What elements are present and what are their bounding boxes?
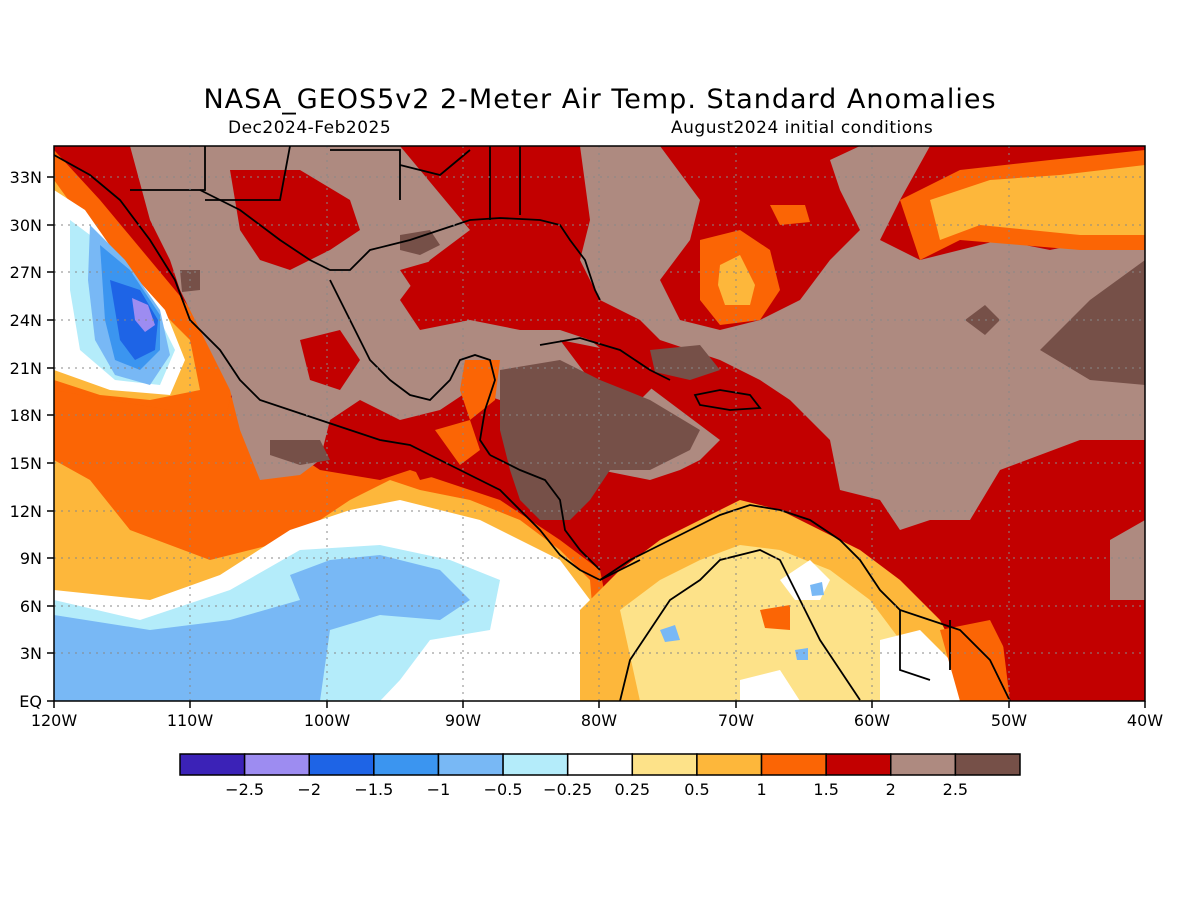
coastline-cuba [539,337,671,381]
light-orange-region [930,165,1145,240]
lat-label: 24N [10,311,42,330]
initial-conditions: August2024 initial conditions [671,118,934,138]
colorbar-label: −1.5 [354,780,393,799]
coastline-south-america [599,504,1011,701]
dark-red-region [300,330,360,390]
lon-label: 60W [854,711,890,730]
orange-region [435,420,480,465]
orange-region [460,360,500,420]
border-us-south [399,146,521,220]
lat-label: 27N [10,263,42,282]
coastline-yucatan [329,279,496,456]
graticule [54,146,1145,701]
colorbar-label: −2 [297,780,321,799]
coastline-central-america [489,454,601,571]
blue-region [795,648,808,660]
colorbar-swatch [566,753,634,776]
lon-label: 110W [167,711,214,730]
forecast-period: Dec2024-Feb2025 [228,118,392,138]
blue-region [660,625,680,642]
colorbar-swatch [760,753,827,776]
anomaly-field [54,146,1145,701]
orange-region [760,605,790,630]
deep-blue-region [110,280,158,360]
lat-label: 12N [10,502,42,521]
lat-label: 33N [10,168,42,187]
coastline-hispaniola [693,389,762,411]
purple-region [132,298,155,332]
dark-red-region [560,340,660,400]
dark-brown-region [650,345,720,380]
light-blue-region [54,555,470,701]
lon-label: 90W [445,711,481,730]
lat-label: 30N [10,216,42,235]
colorbar-swatch [373,753,440,776]
coastline-south-america-inland [619,549,861,701]
lat-label: 6N [20,597,42,616]
border-us [130,146,401,201]
lat-label: 18N [10,406,42,425]
colorbar-swatch [437,753,504,776]
lon-label: 80W [581,711,617,730]
lon-label: 70W [718,711,754,730]
orange-region [940,620,1010,701]
dark-red-region [400,250,570,310]
lon-label: 120W [31,711,78,730]
colorbar-swatch [631,753,698,776]
colorbar-label: 2 [886,780,896,799]
colorbar-swatch [890,753,957,776]
dark-brown-region [965,305,1000,335]
coastlines [54,146,1011,701]
colorbar-label: −2.5 [225,780,264,799]
colorbar-label: −0.25 [543,780,592,799]
colorbar-swatch [502,753,569,776]
colorbar-swatch [179,753,246,776]
colorbar-label: 2.5 [943,780,968,799]
dark-brown-region [1040,260,1145,385]
lat-label: 9N [20,549,42,568]
blue-region [810,582,824,596]
latitude-labels: 33N 30N 27N 24N 21N 18N 15N 12N 9N 6N 3N… [10,168,42,711]
colorbar-swatch [308,753,375,776]
lat-label: EQ [19,692,42,711]
colorbar-label: 1.5 [813,780,838,799]
colorbar-label: −1 [427,780,451,799]
colorbar: −2.5 −2 −1.5 −1 −0.5 −0.25 0.25 0.5 1 1.5 2 2.5 [179,753,1021,799]
lat-label: 21N [10,359,42,378]
brown-region [1110,520,1145,600]
lat-label: 15N [10,454,42,473]
dark-brown-region [270,440,330,465]
coastline-west [54,154,641,582]
coastline-gulf [199,189,601,301]
lon-label: 50W [991,711,1027,730]
colorbar-swatch [243,753,310,776]
colorbar-label: 0.25 [614,780,650,799]
dark-red-region [1000,600,1145,701]
map-title: NASA_GEOS5v2 2-Meter Air Temp. Standard … [203,84,997,115]
white-region [740,670,800,701]
dark-red-region [690,390,750,420]
lat-label: 3N [20,644,42,663]
orange-region [770,205,810,225]
lon-label: 100W [304,711,351,730]
lon-label: 40W [1127,711,1163,730]
colorbar-swatch [954,753,1021,776]
longitude-labels: 120W 110W 100W 90W 80W 70W 60W 50W 40W [31,711,1163,730]
axis-ticks [47,176,1146,708]
colorbar-label: 0.5 [684,780,709,799]
colorbar-label: −0.5 [484,780,523,799]
colorbar-swatch [696,753,763,776]
dark-brown-region [400,230,440,255]
border-guianas [899,610,951,681]
colorbar-swatch [825,753,892,776]
dark-brown-region [500,360,700,520]
colorbar-label: 1 [756,780,766,799]
